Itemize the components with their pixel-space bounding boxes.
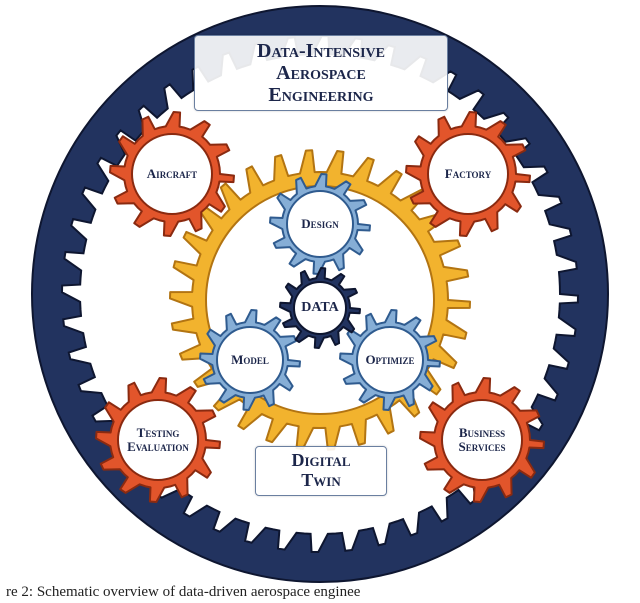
diagram-stage: Data-IntensiveAerospaceEngineering Digit…	[0, 0, 640, 603]
digital-twin-box: DigitalTwin	[255, 446, 387, 496]
figure-caption: re 2: Schematic overview of data-driven …	[0, 584, 640, 601]
title-box: Data-IntensiveAerospaceEngineering	[194, 35, 448, 111]
